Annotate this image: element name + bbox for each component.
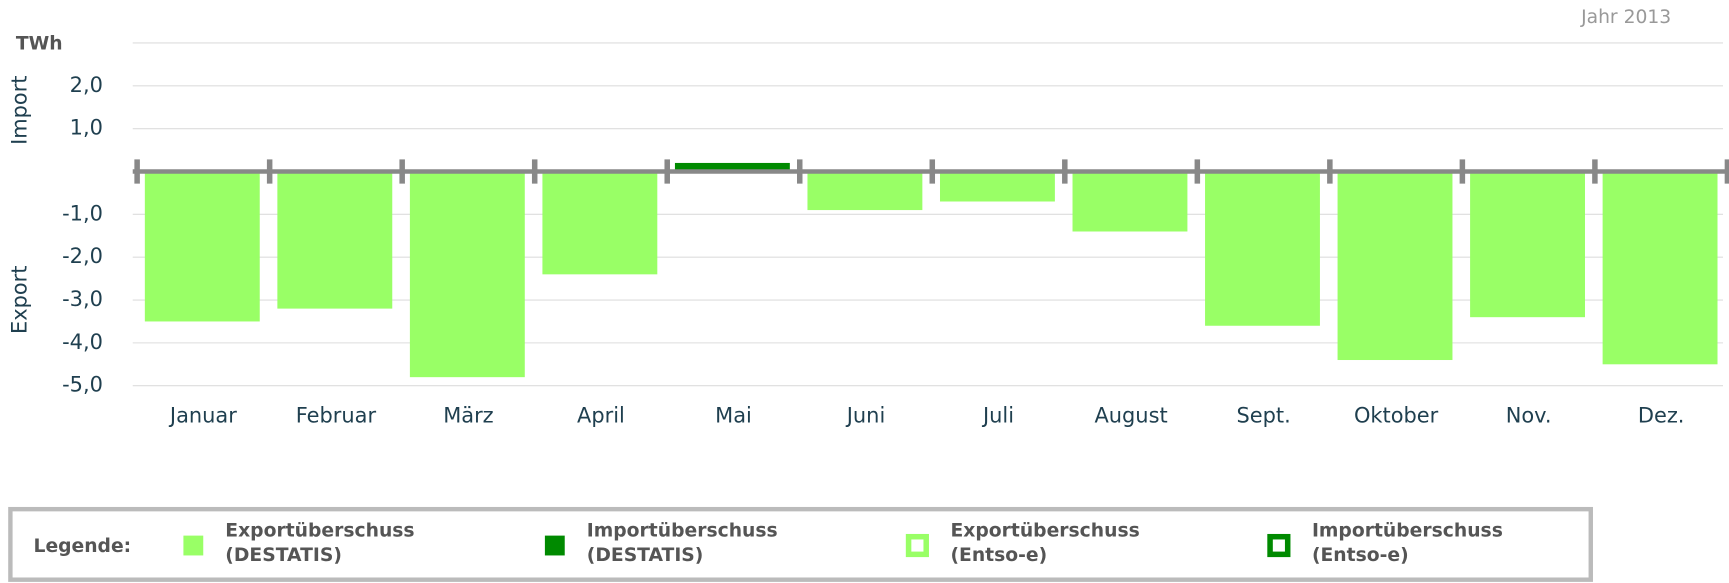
x-tick-label: August bbox=[1094, 404, 1167, 428]
x-tick-label: Juni bbox=[845, 404, 886, 428]
bar bbox=[807, 171, 923, 211]
bar bbox=[1205, 171, 1320, 326]
bar bbox=[1337, 171, 1453, 361]
legend-label-box: Importüberschuss (DESTATIS) bbox=[586, 520, 778, 567]
x-tick-label: Sept. bbox=[1236, 404, 1290, 428]
legend-marker bbox=[183, 535, 204, 556]
bar bbox=[277, 171, 393, 309]
bar bbox=[939, 171, 1055, 202]
y-tick-label: -4,0 bbox=[62, 330, 103, 354]
y-tick-label: -1,0 bbox=[62, 201, 103, 225]
legend-marker bbox=[544, 535, 565, 556]
bar bbox=[674, 162, 790, 172]
x-tick-label: Februar bbox=[296, 404, 377, 428]
legend-box bbox=[8, 506, 1593, 582]
x-tick-label: Mai bbox=[715, 404, 752, 428]
y-axis-label: Import bbox=[7, 75, 31, 144]
bar bbox=[1470, 171, 1585, 318]
x-tick-label: Oktober bbox=[1354, 404, 1439, 428]
x-tick-label: März bbox=[443, 404, 493, 428]
unit: TWh bbox=[16, 34, 63, 55]
legend-marker bbox=[1267, 533, 1291, 558]
bar bbox=[542, 171, 658, 275]
legend-label-box: Exportüberschuss (Entso-e) bbox=[950, 520, 1140, 567]
x-tick-label: April bbox=[577, 404, 625, 428]
x-tick-label: Januar bbox=[168, 404, 237, 428]
x-tick-label: Juli bbox=[981, 404, 1014, 428]
legend-marker bbox=[905, 533, 929, 558]
bar bbox=[409, 171, 525, 378]
y-tick-label: -3,0 bbox=[62, 287, 103, 311]
y-tick-label: -2,0 bbox=[62, 244, 103, 268]
legend-label: Exportüberschuss (Entso-e) bbox=[950, 520, 1140, 567]
legend-title: Legende: bbox=[34, 536, 132, 557]
y-axis-label: Export bbox=[7, 266, 31, 335]
bar bbox=[144, 171, 260, 322]
y-tick-label: -5,0 bbox=[62, 373, 103, 397]
legend-label-box: Exportüberschuss (DESTATIS) bbox=[225, 520, 415, 567]
legend-label-box: Importüberschuss (Entso-e) bbox=[1311, 520, 1503, 567]
legend-label: Importüberschuss (DESTATIS) bbox=[586, 520, 778, 567]
y-tick-label: 1,0 bbox=[70, 116, 103, 140]
subtitle: Jahr 2013 bbox=[1580, 7, 1671, 28]
x-tick-label: Nov. bbox=[1506, 404, 1552, 428]
legend-label: Exportüberschuss (DESTATIS) bbox=[225, 520, 415, 567]
legend-label: Importüberschuss (Entso-e) bbox=[1311, 520, 1503, 567]
x-tick-label: Dez. bbox=[1638, 404, 1685, 428]
y-tick-label: 2,0 bbox=[70, 73, 103, 97]
bar bbox=[1072, 171, 1188, 232]
bar bbox=[1602, 171, 1718, 365]
